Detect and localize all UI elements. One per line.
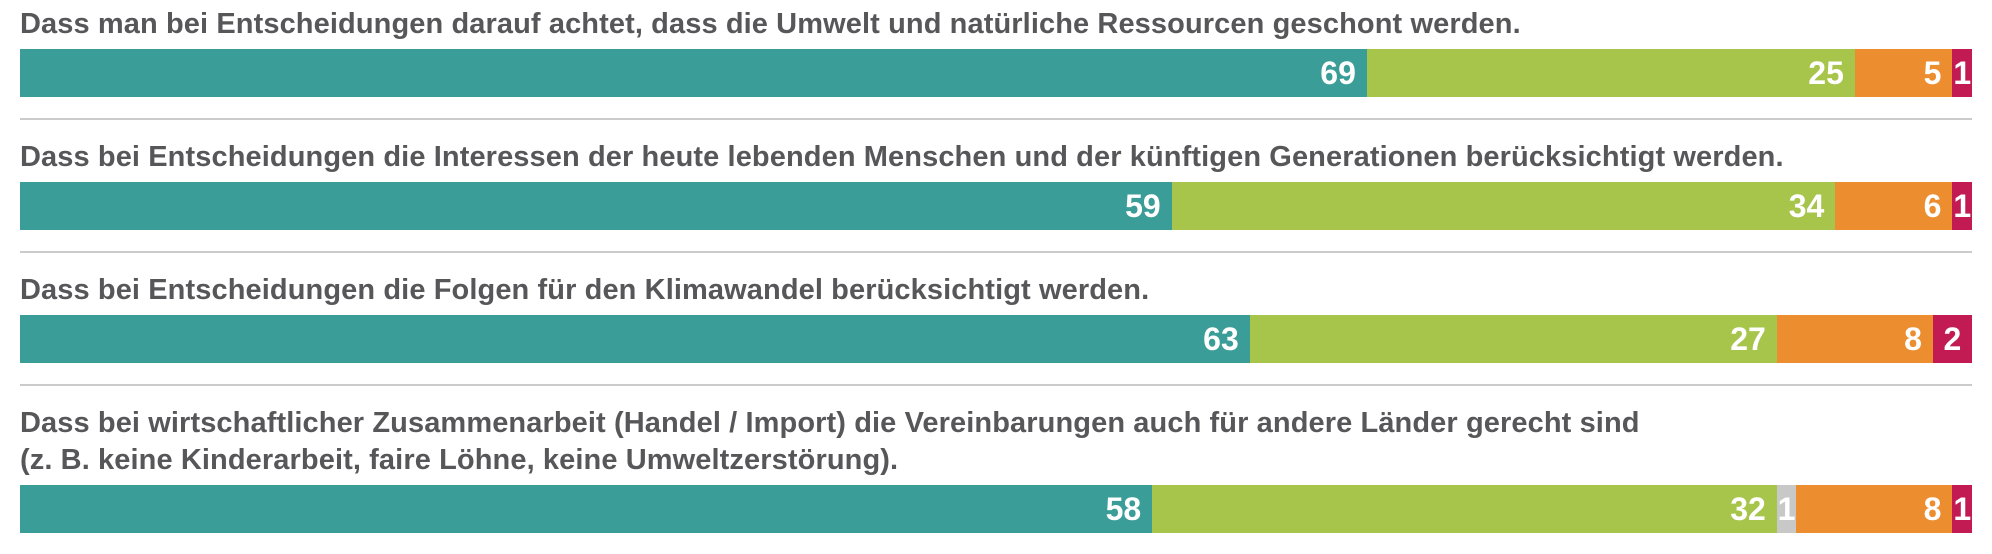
bar-segment-green: 32 — [1152, 485, 1777, 533]
bar-segment-orange: 6 — [1835, 182, 1953, 230]
segment-value-label: 59 — [1125, 188, 1161, 224]
stacked-bar: 63 27 8 2 — [20, 315, 1972, 363]
chart-row: Dass bei wirtschaftlicher Zusammenarbeit… — [20, 405, 1972, 533]
segment-value-label: 58 — [1105, 491, 1142, 527]
row-label: Dass bei Entscheidungen die Interessen d… — [20, 141, 1784, 173]
bar-segment-crimson: 2 — [1932, 315, 1972, 363]
segment-value-label: 8 — [1923, 491, 1942, 527]
segment-value-label: 8 — [1904, 321, 1922, 357]
bar-segment-teal: 59 — [20, 182, 1172, 230]
stacked-bar: 69 25 5 1 — [20, 49, 1972, 97]
segment-value-label: 63 — [1203, 321, 1239, 357]
row-label: Dass bei Entscheidungen die Folgen für d… — [20, 274, 1150, 306]
bar-segment-crimson: 1 — [1952, 485, 1972, 533]
bar-segment-green: 25 — [1366, 49, 1855, 97]
bar-segment-crimson: 1 — [1952, 182, 1972, 230]
segment-value-label: 27 — [1730, 321, 1766, 357]
bar-segment-teal: 63 — [20, 315, 1250, 363]
chart-row: Dass bei Entscheidungen die Interessen d… — [20, 139, 1972, 230]
chart-row: Dass bei Entscheidungen die Folgen für d… — [20, 272, 1972, 363]
segment-value-label: 1 — [1953, 55, 1972, 91]
stacked-bar: 59 34 6 1 — [20, 182, 1972, 230]
row-label: Dass bei wirtschaftlicher Zusammenarbeit… — [20, 407, 1640, 476]
bar-segment-orange: 8 — [1796, 485, 1953, 533]
bar-segment-crimson: 1 — [1952, 49, 1972, 97]
stacked-bar: 58 32 1 8 1 — [20, 485, 1972, 533]
bar-segment-orange: 8 — [1776, 315, 1933, 363]
segment-value-label: 5 — [1923, 55, 1942, 91]
row-divider — [20, 251, 1972, 253]
segment-value-label: 25 — [1808, 55, 1844, 91]
bar-segment-green: 27 — [1249, 315, 1777, 363]
segment-value-label: 2 — [1943, 321, 1962, 357]
row-divider — [20, 118, 1972, 120]
segment-value-label: 69 — [1320, 55, 1356, 91]
bar-segment-orange: 5 — [1854, 49, 1953, 97]
row-label: Dass man bei Entscheidungen darauf achte… — [20, 8, 1521, 40]
segment-value-label: 34 — [1788, 188, 1825, 224]
bar-segment-teal: 69 — [20, 49, 1367, 97]
stacked-bar-chart: Dass man bei Entscheidungen darauf achte… — [20, 6, 1972, 533]
bar-segment-gray: 1 — [1776, 485, 1797, 533]
chart-row: Dass man bei Entscheidungen darauf achte… — [20, 6, 1972, 97]
segment-value-label: 6 — [1923, 188, 1942, 224]
bar-segment-green: 34 — [1171, 182, 1836, 230]
segment-value-label: 1 — [1953, 491, 1972, 527]
segment-value-label: 32 — [1730, 491, 1766, 527]
segment-value-label: 1 — [1777, 491, 1796, 527]
segment-value-label: 1 — [1953, 188, 1972, 224]
bar-segment-teal: 58 — [20, 485, 1153, 533]
row-divider — [20, 384, 1972, 386]
